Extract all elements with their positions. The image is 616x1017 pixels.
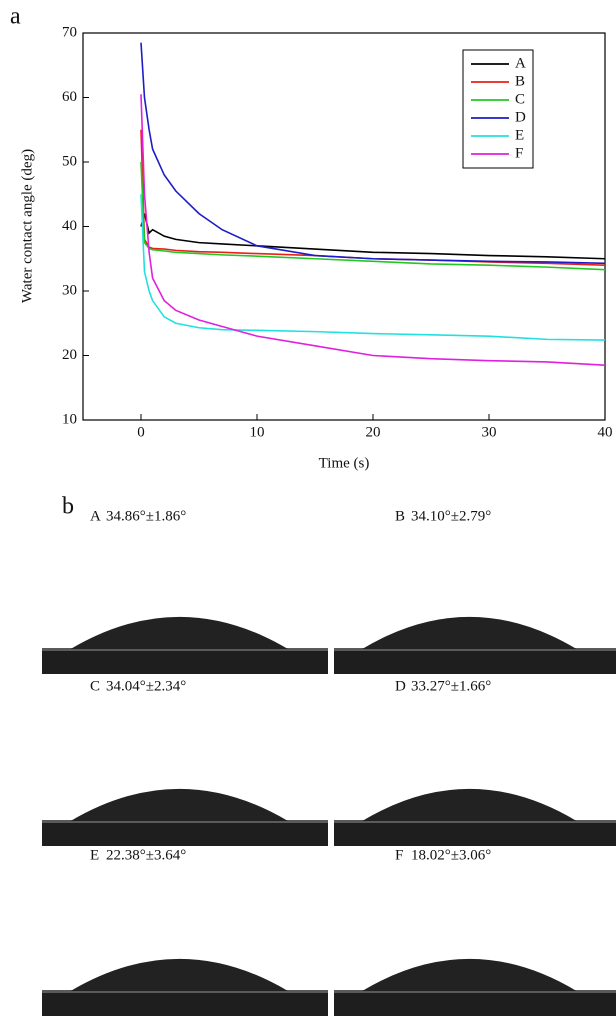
- image-angle: 34.04°±2.34°: [106, 678, 186, 694]
- legend-box: [462, 49, 534, 169]
- legend-label: D: [515, 109, 526, 125]
- x-tick-label: 0: [137, 424, 145, 440]
- y-tick-label: 10: [62, 411, 77, 427]
- series-line: [140, 213, 606, 260]
- x-tick-label: 10: [250, 424, 265, 440]
- legend-label: B: [515, 73, 525, 89]
- substrate-edge: [334, 820, 616, 823]
- y-tick-label: 40: [62, 218, 77, 234]
- substrate-edge: [334, 648, 616, 651]
- series-line: [140, 194, 606, 341]
- substrate-edge: [334, 990, 616, 993]
- substrate: [334, 648, 616, 674]
- droplet-photo: [42, 616, 328, 674]
- substrate: [42, 990, 328, 1016]
- legend-label: F: [515, 145, 523, 161]
- image-label: D: [395, 678, 406, 694]
- substrate: [334, 990, 616, 1016]
- droplet: [362, 958, 577, 991]
- series-line: [140, 42, 606, 265]
- image-angle: 18.02°±3.06°: [411, 847, 491, 863]
- image-label: C: [90, 678, 100, 694]
- y-tick-label: 20: [62, 347, 77, 363]
- image-label: B: [395, 508, 405, 524]
- x-axis-label: Time (s): [319, 455, 370, 471]
- droplet: [70, 788, 288, 821]
- legend-label: C: [515, 91, 525, 107]
- droplet-photo: [334, 616, 616, 674]
- image-angle: 34.10°±2.79°: [411, 508, 491, 524]
- droplet-photo: [42, 958, 328, 1016]
- substrate-edge: [42, 990, 328, 993]
- x-tick-label: 40: [598, 424, 613, 440]
- legend-label: E: [515, 127, 524, 143]
- image-angle: 22.38°±3.64°: [106, 847, 186, 863]
- image-label: E: [90, 847, 99, 863]
- droplet-photo: [334, 788, 616, 846]
- image-angle: 33.27°±1.66°: [411, 678, 491, 694]
- panel-label: b: [62, 494, 74, 520]
- y-tick-label: 70: [62, 24, 77, 40]
- image-label: F: [395, 847, 403, 863]
- droplet: [70, 958, 288, 991]
- y-tick-label: 60: [62, 89, 77, 105]
- substrate-edge: [42, 820, 328, 823]
- droplet: [362, 616, 577, 649]
- droplet: [362, 788, 577, 821]
- image-angle: 34.86°±1.86°: [106, 508, 186, 524]
- droplet-photo: [42, 788, 328, 846]
- legend-label: A: [515, 55, 526, 71]
- y-tick-label: 50: [62, 153, 77, 169]
- image-label: A: [90, 508, 101, 524]
- x-tick-label: 20: [366, 424, 381, 440]
- series-line: [140, 94, 606, 366]
- y-tick-label: 30: [62, 282, 77, 298]
- substrate: [42, 648, 328, 674]
- y-axis-label: Water contact angle (deg): [19, 149, 35, 303]
- droplet-photo: [334, 958, 616, 1016]
- panel-label: a: [10, 4, 21, 30]
- series-line: [140, 129, 606, 266]
- droplet: [70, 616, 288, 649]
- substrate-edge: [42, 648, 328, 651]
- substrate: [334, 820, 616, 846]
- substrate: [42, 820, 328, 846]
- series-line: [140, 161, 606, 271]
- x-tick-label: 30: [482, 424, 497, 440]
